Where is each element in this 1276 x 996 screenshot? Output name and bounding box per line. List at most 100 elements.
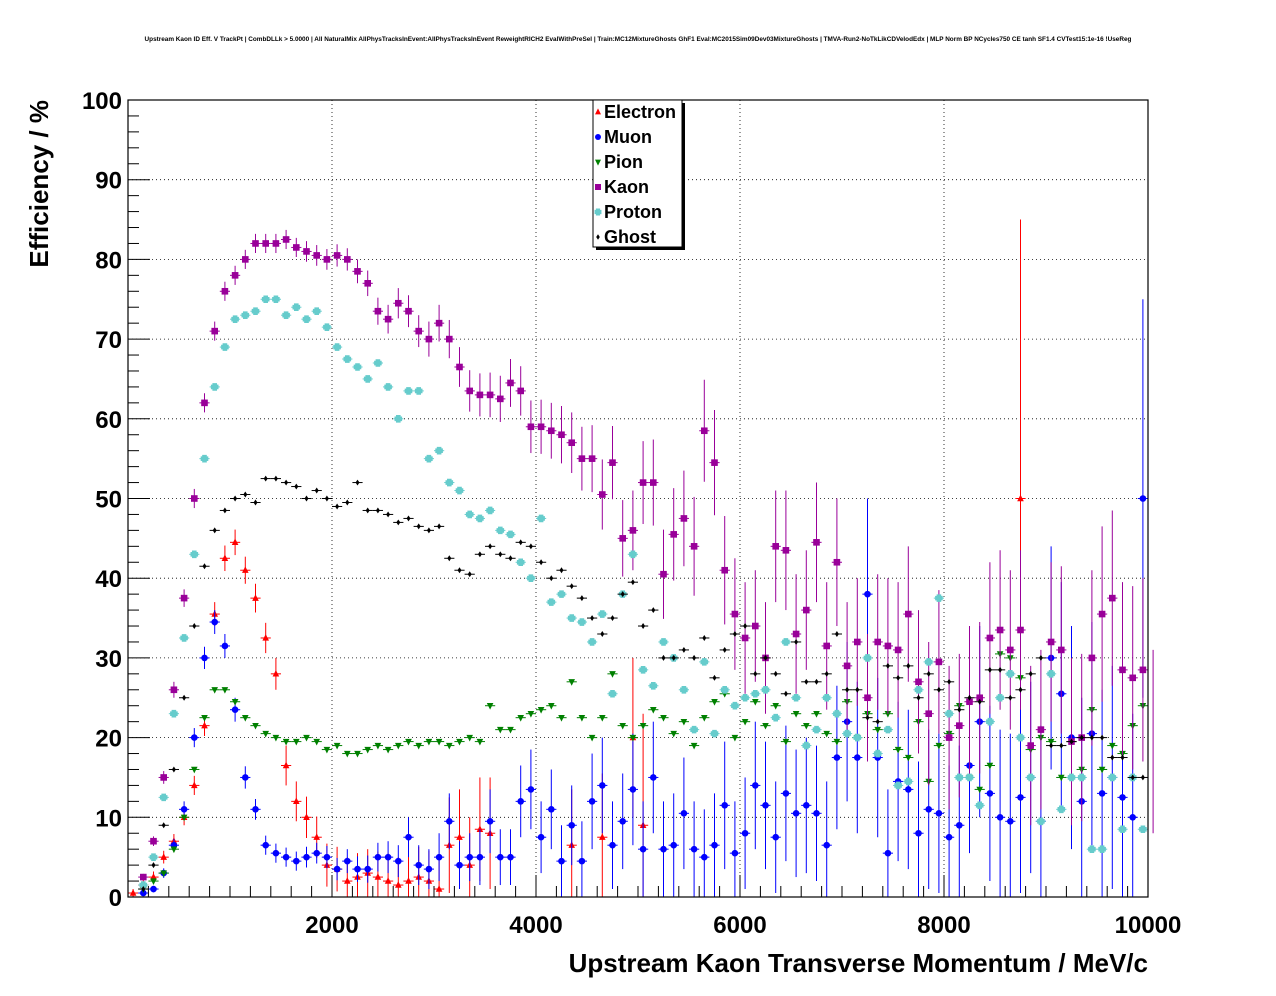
data-point [1119,666,1126,674]
data-point [537,707,545,714]
data-point [751,689,760,698]
data-point [1047,670,1055,678]
data-point [609,671,616,678]
data-point [600,631,605,637]
data-point [231,538,239,546]
data-point [282,738,290,746]
data-point [425,454,433,463]
data-point [435,853,443,861]
data-point [272,849,280,857]
data-point [517,387,524,395]
data-point [915,678,922,686]
data-point [303,734,310,742]
data-point [182,694,187,701]
data-point [629,734,637,742]
data-point [363,375,372,383]
data-point [1108,773,1117,782]
data-point [772,703,779,710]
data-point [578,857,586,865]
data-point [1007,646,1014,654]
data-point [906,662,911,669]
data-point [435,885,443,892]
data-point [159,793,168,802]
data-point [957,706,962,713]
legend-entry-proton: Proton [594,202,662,222]
data-point [517,798,524,805]
legend-marker-ghost [596,234,600,240]
data-point [690,742,698,750]
data-point [456,363,463,371]
data-point [752,782,759,789]
data-point [282,761,290,769]
y-tick-label-10: 100 [82,88,122,115]
data-point [364,865,372,873]
data-point [639,479,647,486]
y-tick-label-7: 70 [95,327,122,354]
data-point [446,817,453,825]
data-point [1057,805,1066,814]
data-point [251,307,260,315]
data-point [231,699,239,706]
data-point [180,634,188,642]
data-point [710,729,719,738]
data-point [975,801,984,810]
data-point [425,865,433,873]
data-point [395,742,402,750]
data-point [294,483,299,490]
data-point [670,730,677,738]
data-point [211,618,218,626]
data-point [956,821,963,829]
data-point [202,563,207,570]
data-point [854,754,861,761]
data-point [986,634,994,642]
data-point [722,646,727,653]
data-point [732,631,737,637]
data-point [415,742,422,750]
data-point [986,762,994,770]
data-point [527,710,535,718]
data-point [201,721,208,729]
data-point [139,881,148,889]
data-point [843,662,851,670]
data-point [558,431,565,439]
data-point [314,487,319,494]
data-point [151,862,156,869]
data-point [1120,754,1125,761]
data-point [160,853,167,860]
data-point [752,622,759,630]
data-point [345,499,350,506]
data-point [303,853,310,861]
data-point [180,814,188,822]
data-point [823,730,830,738]
data-point [548,703,555,710]
data-point [221,687,229,694]
data-point [1130,774,1135,781]
data-point [313,738,320,746]
data-point [129,889,137,896]
data-point [304,495,309,502]
data-point [670,531,677,538]
data-point [721,802,728,809]
data-point [1017,794,1024,801]
data-point [150,885,157,893]
data-point [272,240,280,247]
data-point [660,845,667,853]
data-point [690,725,698,734]
data-point [252,722,259,730]
data-point [905,786,912,793]
data-point [1129,814,1136,821]
data-point [792,693,800,702]
data-point [455,486,464,495]
data-point [149,853,158,861]
data-point [456,738,463,746]
data-point [1110,754,1115,761]
data-point [374,307,382,315]
data-point [935,594,943,602]
data-point [1098,845,1106,853]
y-tick-label-4: 40 [95,566,122,593]
data-point [896,674,901,681]
data-point [1058,646,1065,654]
data-point [619,817,626,825]
data-point [782,638,790,646]
data-point [854,638,861,646]
